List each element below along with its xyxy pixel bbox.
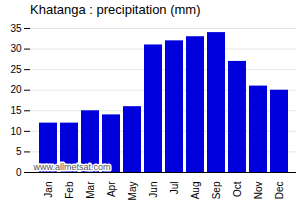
svg-text:www.allmetsat.com: www.allmetsat.com <box>33 162 111 172</box>
svg-text:Sep: Sep <box>211 181 222 199</box>
svg-text:May: May <box>127 182 138 200</box>
svg-text:Aug: Aug <box>190 182 201 200</box>
svg-text:5: 5 <box>16 146 22 157</box>
svg-text:Feb: Feb <box>64 181 75 199</box>
svg-text:15: 15 <box>10 105 22 116</box>
svg-text:Jan: Jan <box>43 182 54 198</box>
svg-text:Apr: Apr <box>106 181 117 197</box>
svg-text:Jul: Jul <box>169 182 180 195</box>
svg-text:Dec: Dec <box>274 182 285 200</box>
svg-text:0: 0 <box>16 167 22 178</box>
svg-text:25: 25 <box>10 64 22 75</box>
svg-text:10: 10 <box>10 126 22 137</box>
svg-text:Oct: Oct <box>232 181 243 197</box>
svg-text:30: 30 <box>10 43 22 54</box>
svg-text:35: 35 <box>10 23 22 34</box>
svg-text:20: 20 <box>10 84 22 95</box>
svg-text:Jun: Jun <box>148 182 159 198</box>
html-text:Khatanga : precipitation (mm): Khatanga : precipitation (mm) <box>30 2 201 17</box>
svg-text:Mar: Mar <box>85 181 96 199</box>
svg-text:Nov: Nov <box>253 182 264 200</box>
